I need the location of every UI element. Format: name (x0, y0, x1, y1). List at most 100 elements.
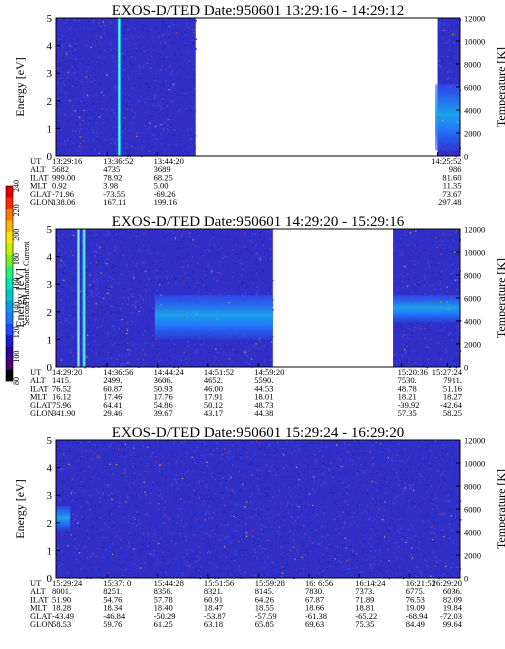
red-dot (269, 238, 271, 240)
speckle (286, 564, 288, 566)
speckle (70, 327, 72, 329)
speckle (72, 60, 75, 63)
speckle (419, 250, 421, 252)
speckle (347, 568, 350, 570)
speckle (65, 75, 67, 78)
speckle (83, 497, 85, 499)
speckle (451, 465, 453, 467)
speckle (155, 124, 157, 126)
speckle (57, 559, 59, 562)
speckle (180, 519, 182, 522)
speckle (182, 257, 184, 260)
speckle (402, 334, 404, 336)
speckle (291, 544, 294, 546)
speckle (66, 333, 68, 335)
speckle (365, 473, 368, 476)
speckle (187, 129, 189, 132)
speckle (260, 533, 262, 536)
speckle (308, 550, 311, 552)
speckle (333, 565, 335, 567)
speckle (186, 119, 188, 121)
speckle (150, 61, 153, 63)
speckle (61, 272, 63, 274)
speckle (138, 124, 140, 126)
speckle (130, 54, 132, 57)
speckle (451, 521, 454, 523)
speckle (224, 531, 226, 534)
speckle (218, 452, 221, 455)
speckle (68, 86, 71, 88)
speckle (430, 265, 433, 267)
speckle (73, 123, 75, 125)
speckle (132, 140, 134, 143)
speckle (363, 470, 365, 472)
speckle (221, 234, 224, 236)
speckle (64, 482, 66, 485)
speckle (149, 116, 151, 118)
speckle (186, 281, 188, 284)
speckle (414, 283, 416, 286)
speckle (398, 575, 401, 578)
speckle (242, 521, 244, 523)
y-tick-label: 5 (47, 13, 53, 25)
speckle (359, 462, 361, 465)
speckle (140, 74, 142, 77)
speckle (192, 255, 194, 258)
speckle (141, 304, 144, 306)
speckle (135, 300, 137, 302)
speckle (267, 449, 269, 451)
speckle (372, 488, 374, 490)
speckle (74, 517, 76, 520)
speckle (131, 302, 133, 304)
speckle (113, 521, 115, 524)
panel-title: EXOS-D/TED Date:950601 13:29:16 - 14:29:… (112, 3, 404, 19)
speckle (418, 281, 420, 283)
speckle (397, 331, 399, 334)
speckle (199, 557, 201, 560)
speckle (143, 132, 146, 135)
speckle (110, 230, 112, 232)
speckle (112, 344, 114, 347)
speckle (204, 524, 207, 526)
speckle (256, 568, 259, 570)
speckle (181, 235, 183, 237)
speckle (249, 251, 252, 253)
speckle (379, 541, 382, 543)
speckle (411, 558, 414, 561)
orbit-value: 44.38 (254, 408, 273, 418)
speckle (66, 336, 68, 339)
speckle (121, 363, 124, 365)
speckle (58, 290, 60, 292)
speckle (350, 551, 352, 554)
speckle (308, 505, 311, 507)
speckle (94, 319, 97, 321)
speckle (153, 453, 155, 455)
speckle (121, 229, 124, 232)
speckle (68, 107, 70, 109)
speckle (323, 499, 326, 502)
speckle (125, 446, 128, 448)
speckle (118, 317, 121, 319)
speckle (136, 245, 138, 247)
speckle (238, 443, 241, 445)
speckle (110, 357, 112, 360)
speckle (369, 563, 371, 565)
speckle (102, 327, 104, 329)
orbit-row-label: MLT (30, 392, 48, 402)
speckle (167, 361, 169, 363)
speckle (205, 268, 207, 270)
speckle (443, 470, 446, 473)
speckle (162, 21, 165, 23)
speckle (250, 340, 252, 343)
orbit-value: 15:20:36 (398, 367, 428, 377)
speckle (270, 466, 272, 469)
speckle (70, 138, 72, 140)
speckle (439, 514, 441, 517)
speckle (242, 339, 245, 341)
speckle (173, 524, 175, 526)
speckle (215, 537, 217, 539)
speckle (299, 488, 302, 490)
speckle (236, 242, 239, 244)
red-dot (259, 338, 261, 340)
speckle (79, 345, 81, 347)
